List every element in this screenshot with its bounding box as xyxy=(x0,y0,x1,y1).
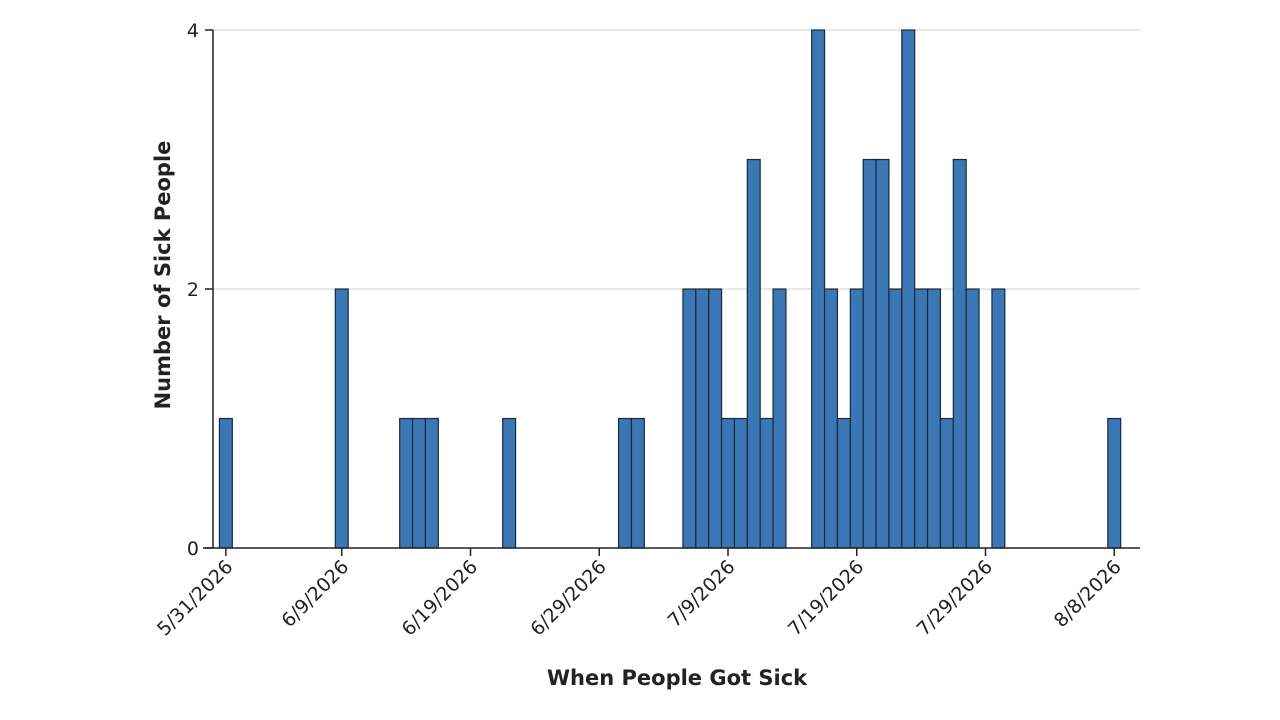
histogram-bar xyxy=(424,417,439,549)
x-tick-label: 6/9/2026 xyxy=(277,556,353,632)
bars xyxy=(218,29,1122,549)
histogram-bar xyxy=(862,158,877,549)
histogram-bar xyxy=(914,288,929,549)
histogram-bar xyxy=(733,417,748,549)
histogram-bar xyxy=(334,288,349,549)
histogram-bar xyxy=(836,417,851,549)
histogram-bar xyxy=(218,417,233,549)
histogram-bar xyxy=(772,288,787,549)
histogram-bar xyxy=(720,417,736,549)
histogram-bar xyxy=(849,288,864,549)
histogram-bar xyxy=(811,29,826,549)
histogram-bar xyxy=(682,288,697,549)
histogram-bar xyxy=(965,288,980,549)
histogram-bar xyxy=(901,29,916,549)
histogram-bar xyxy=(823,288,839,549)
histogram-bar xyxy=(695,288,710,549)
histogram-bar xyxy=(708,288,723,549)
histogram-bar xyxy=(630,417,645,549)
histogram-bar xyxy=(617,417,633,549)
histogram-bar xyxy=(502,417,517,549)
x-tick-label: 6/19/2026 xyxy=(398,556,482,640)
histogram-bar xyxy=(875,158,890,549)
histogram-bar xyxy=(888,288,903,549)
y-axis-ticks: 0 2 4 xyxy=(187,20,213,560)
histogram-bar xyxy=(399,417,414,549)
histogram-bar xyxy=(939,417,954,549)
histogram-bar xyxy=(952,158,967,549)
x-tick-label: 7/29/2026 xyxy=(913,556,997,640)
x-axis-ticks: 5/31/2026 6/9/2026 6/19/2026 6/29/2026 7/9/2… xyxy=(153,548,1126,640)
histogram-bar xyxy=(411,417,427,549)
y-tick-label: 4 xyxy=(187,20,199,42)
gridlines xyxy=(213,29,1140,290)
histogram-bar xyxy=(1107,417,1122,549)
x-tick-label: 8/8/2026 xyxy=(1050,556,1126,632)
histogram-bar xyxy=(926,288,942,549)
x-tick-label: 6/29/2026 xyxy=(526,556,610,640)
x-tick-label: 5/31/2026 xyxy=(153,556,237,640)
x-tick-label: 7/19/2026 xyxy=(784,556,868,640)
histogram-bar xyxy=(746,158,761,549)
histogram-bar xyxy=(759,417,774,549)
histogram-bar xyxy=(991,288,1006,549)
y-tick-label: 2 xyxy=(187,279,199,301)
x-tick-label: 7/9/2026 xyxy=(664,556,740,632)
y-axis-title: Number of Sick People xyxy=(151,141,175,410)
y-tick-label: 0 xyxy=(187,538,199,560)
x-axis-title: When People Got Sick xyxy=(547,666,808,690)
